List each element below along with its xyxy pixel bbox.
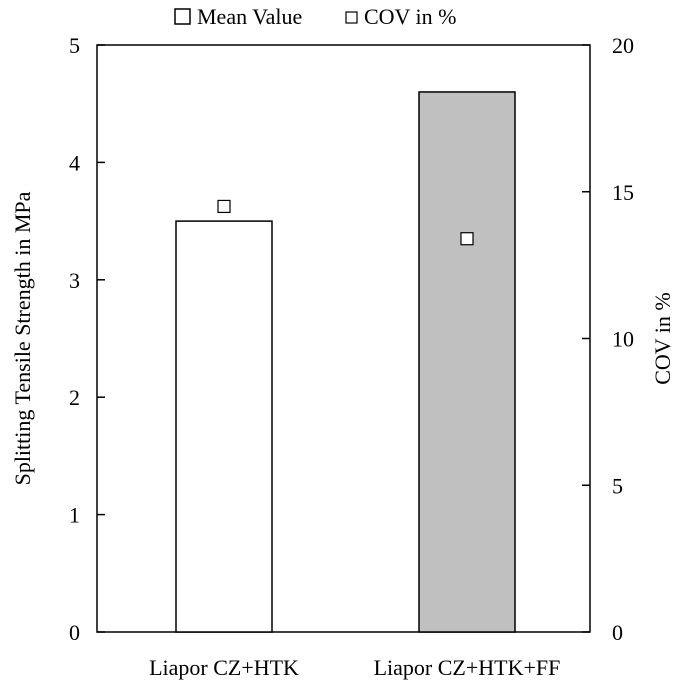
legend-marker-cov xyxy=(345,11,358,24)
y-tick-label: 2 xyxy=(69,385,80,410)
legend-label-mean-value: Mean Value xyxy=(197,4,302,29)
cov-marker-1 xyxy=(217,199,231,214)
y-axis-label: Splitting Tensile Strength in MPa xyxy=(10,191,35,485)
y-tick-label: 4 xyxy=(69,150,80,175)
y2-tick-label: 15 xyxy=(612,180,634,205)
x-axis: Liapor CZ+HTK Liapor CZ+HTK+FF xyxy=(149,655,560,680)
y-tick-label: 3 xyxy=(69,268,80,293)
x-category-label: Liapor CZ+HTK xyxy=(149,655,299,680)
legend-marker-mean-value xyxy=(174,8,191,25)
bar-mean-value-2 xyxy=(418,91,516,633)
y2-tick-label: 5 xyxy=(612,473,623,498)
bar-mean-value-1 xyxy=(175,220,273,633)
right-axis: 0 5 10 15 20 xyxy=(582,33,634,645)
cov-markers xyxy=(217,199,474,246)
bars xyxy=(175,91,516,633)
plot-area xyxy=(96,44,591,633)
x-category-label: Liapor CZ+HTK+FF xyxy=(374,655,561,680)
cov-marker-2 xyxy=(460,232,474,246)
legend: Mean Value COV in % xyxy=(174,4,457,29)
y2-tick-label: 20 xyxy=(612,33,634,58)
legend-label-cov: COV in % xyxy=(364,4,457,29)
y2-axis-label: COV in % xyxy=(650,292,675,385)
y2-tick-label: 10 xyxy=(612,327,634,352)
y2-tick-label: 0 xyxy=(612,620,623,645)
y-tick-label: 0 xyxy=(69,620,80,645)
y-tick-label: 1 xyxy=(69,503,80,528)
left-axis: 0 1 2 3 4 5 xyxy=(69,33,105,645)
y-tick-label: 5 xyxy=(69,33,80,58)
